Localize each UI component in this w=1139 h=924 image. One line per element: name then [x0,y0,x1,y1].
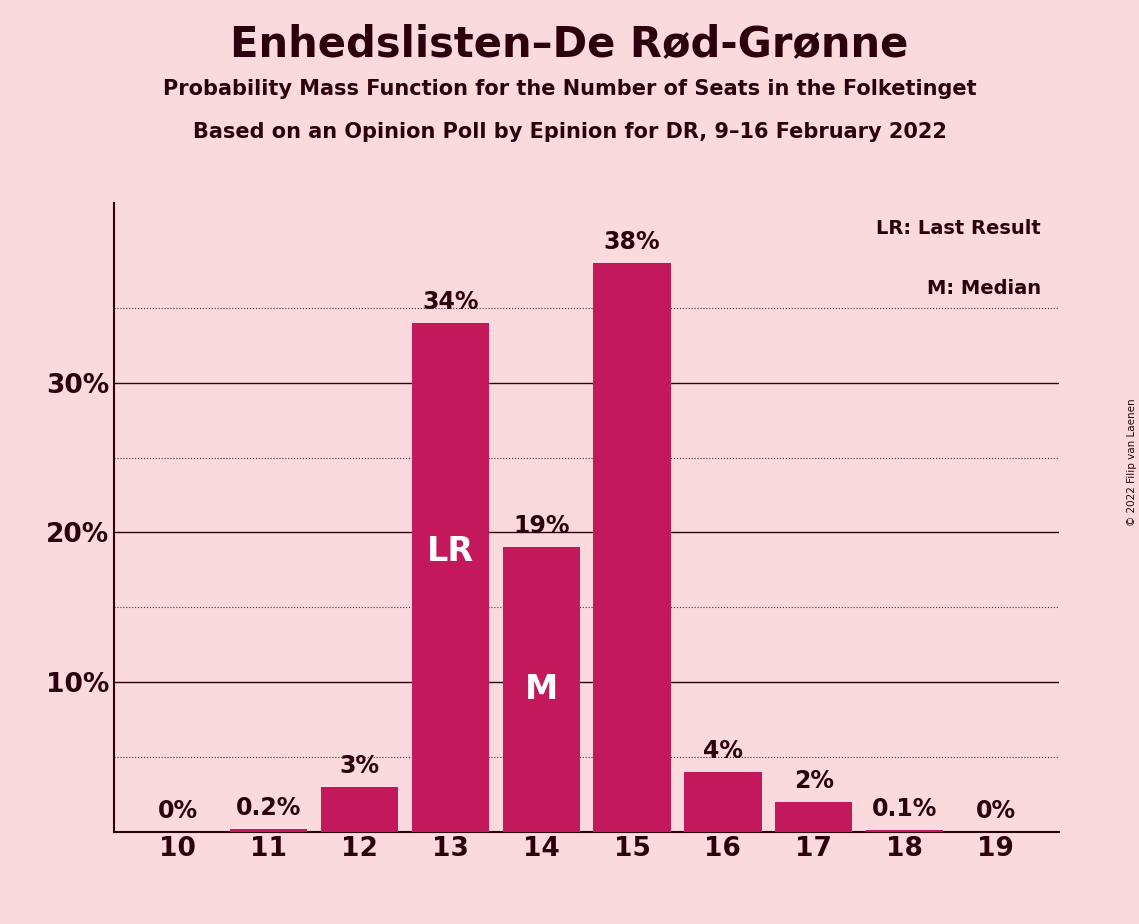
Text: LR: Last Result: LR: Last Result [876,219,1041,238]
Bar [866,830,943,832]
Text: 0.1%: 0.1% [872,797,937,821]
Text: LR: LR [427,535,474,568]
Text: 3%: 3% [339,754,379,778]
Text: M: Median: M: Median [927,279,1041,298]
Bar [685,772,762,832]
Bar [411,323,489,832]
Text: Based on an Opinion Poll by Epinion for DR, 9–16 February 2022: Based on an Opinion Poll by Epinion for … [192,122,947,142]
Text: 4%: 4% [703,739,743,763]
Text: Enhedslisten–De Rød-Grønne: Enhedslisten–De Rød-Grønne [230,23,909,65]
Text: 19%: 19% [513,515,570,539]
Text: 0%: 0% [157,798,197,822]
Bar [593,263,671,832]
Text: 0.2%: 0.2% [236,796,301,820]
Bar [502,547,580,832]
Bar [230,829,308,832]
Text: Probability Mass Function for the Number of Seats in the Folketinget: Probability Mass Function for the Number… [163,79,976,99]
Text: 38%: 38% [604,230,661,254]
Bar [776,802,852,832]
Text: 2%: 2% [794,769,834,793]
Text: 34%: 34% [421,290,478,314]
Text: © 2022 Filip van Laenen: © 2022 Filip van Laenen [1126,398,1137,526]
Text: 0%: 0% [976,798,1016,822]
Bar [321,786,398,832]
Text: M: M [525,673,558,706]
